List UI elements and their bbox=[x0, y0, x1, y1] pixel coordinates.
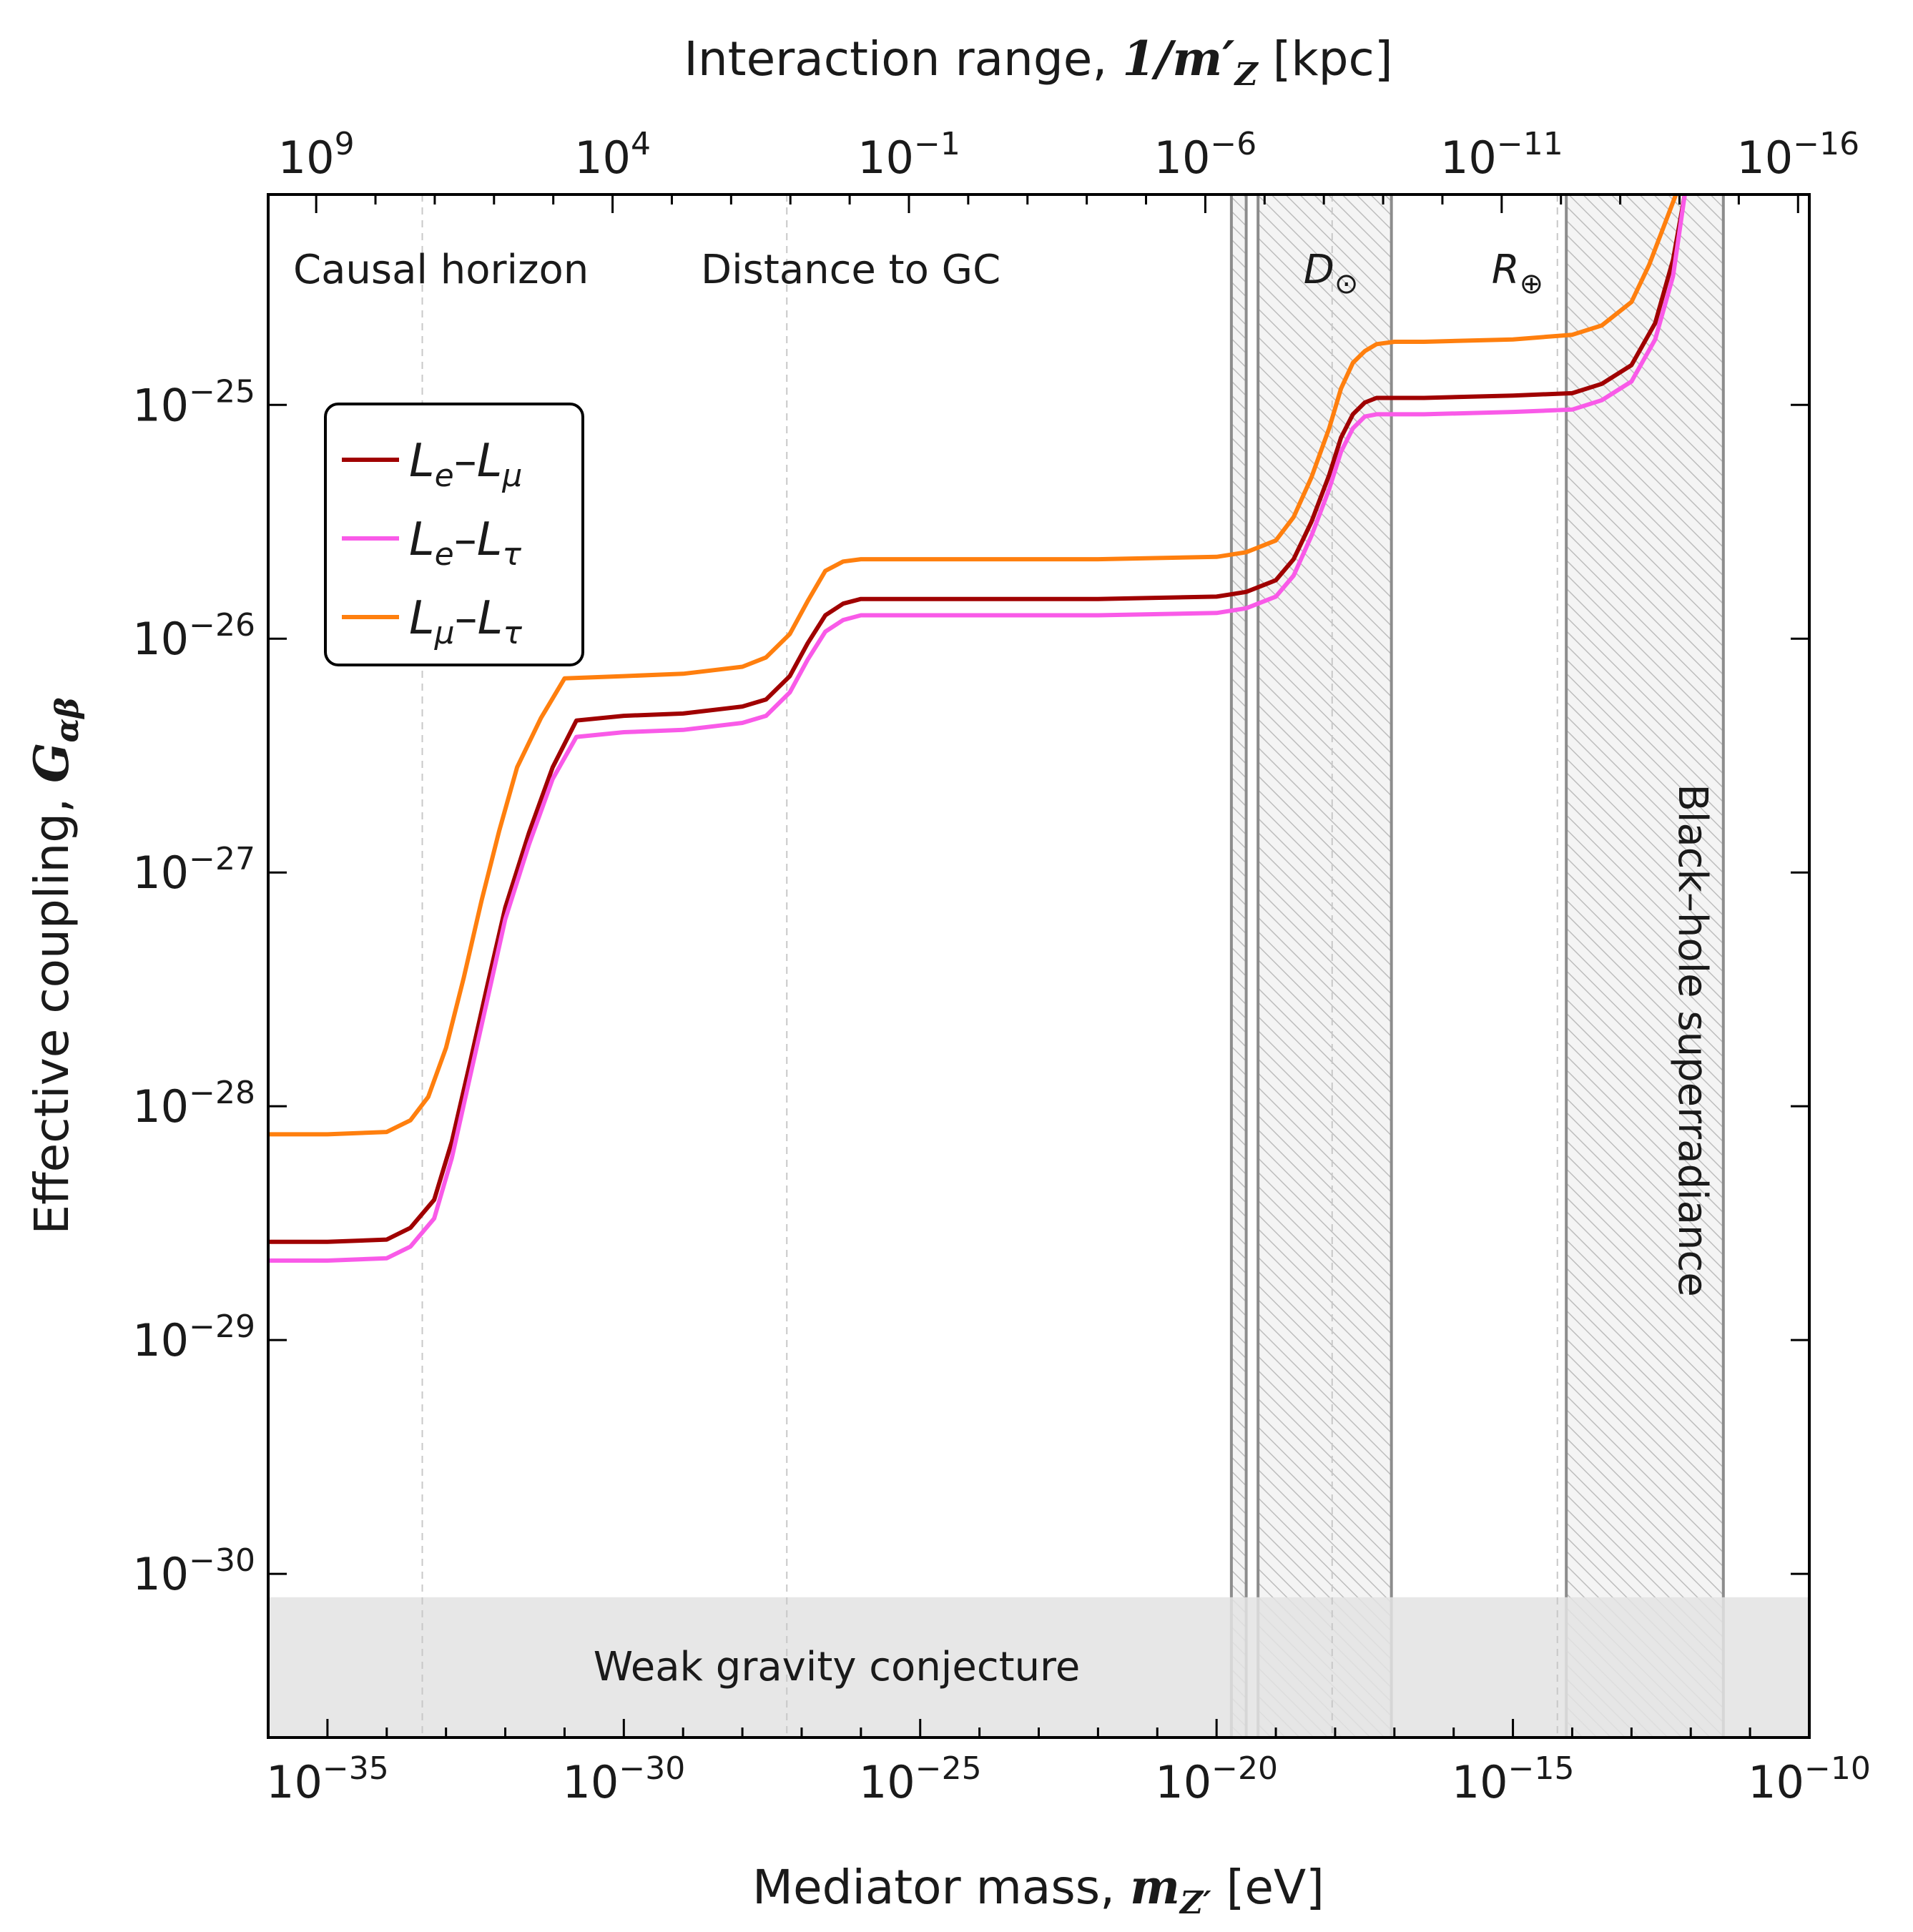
x2-tick-label: 104 bbox=[574, 126, 651, 184]
series-line-1 bbox=[268, 194, 1687, 1263]
hatched-band-0 bbox=[1231, 194, 1246, 1738]
legend-label-1: Le–Lτ bbox=[409, 513, 521, 573]
y-axis-title: Effective coupling, Gαβ bbox=[24, 697, 86, 1234]
x-tick-label: 10−25 bbox=[859, 1750, 982, 1808]
series-line-2 bbox=[268, 194, 1678, 1137]
x-axis-title: Mediator mass, mZ′ [eV] bbox=[752, 1859, 1324, 1921]
weak-gravity-label: Weak gravity conjecture bbox=[594, 1644, 1081, 1690]
x2-tick-label: 109 bbox=[278, 126, 355, 184]
y-tick-label: 10−25 bbox=[132, 373, 255, 431]
x-tick-label: 10−20 bbox=[1155, 1750, 1278, 1808]
y-tick-label: 10−28 bbox=[132, 1075, 255, 1133]
hatched-band-2 bbox=[1566, 194, 1723, 1738]
hatched-band-1 bbox=[1258, 194, 1392, 1738]
x2-tick-label: 10−16 bbox=[1736, 126, 1859, 184]
legend-label-2: Lμ–Lτ bbox=[409, 592, 522, 651]
y-tick-label: 10−27 bbox=[132, 841, 255, 899]
shaded-regions bbox=[268, 194, 1809, 1738]
x-tick-label: 10−30 bbox=[562, 1750, 685, 1808]
y-tick-label: 10−26 bbox=[132, 607, 255, 665]
causal-horizon-label: Causal horizon bbox=[293, 247, 589, 293]
distance-gc-label: Distance to GC bbox=[701, 247, 1000, 293]
x2-tick-label: 10−1 bbox=[857, 126, 960, 184]
legend-label-0: Le–Lμ bbox=[409, 435, 522, 494]
y-tick-label: 10−29 bbox=[132, 1308, 255, 1366]
series-curves bbox=[268, 194, 1687, 1263]
series-line-0 bbox=[268, 194, 1687, 1244]
y-tick-label: 10−30 bbox=[132, 1542, 255, 1600]
x-tick-label: 10−35 bbox=[266, 1750, 389, 1808]
legend-box bbox=[324, 403, 584, 666]
top-axis-title: Interaction range, 1/m′Z [kpc] bbox=[684, 31, 1392, 93]
axis-ticks bbox=[267, 194, 1811, 1738]
x2-tick-label: 10−6 bbox=[1154, 126, 1257, 184]
x2-tick-label: 10−11 bbox=[1440, 126, 1563, 184]
superradiance-label: Black–hole superradiance bbox=[1669, 784, 1716, 1296]
x-tick-label: 10−15 bbox=[1452, 1750, 1575, 1808]
earth-radius-label: R⊕ bbox=[1492, 247, 1543, 300]
annotations: Causal horizon Distance to GC D⊙ R⊕ Weak gra… bbox=[293, 247, 1716, 1690]
sun-distance-label: D⊙ bbox=[1304, 247, 1359, 300]
legend: Le–Lμ Le–Lτ Lμ–Lτ bbox=[324, 403, 584, 666]
x-tick-label: 10−10 bbox=[1748, 1750, 1871, 1808]
tick-labels: 10−35 10−30 10−25 10−20 10−15 10−10 10−30 10−29… bbox=[132, 126, 1871, 1808]
weak-gravity-region bbox=[268, 1597, 1809, 1738]
